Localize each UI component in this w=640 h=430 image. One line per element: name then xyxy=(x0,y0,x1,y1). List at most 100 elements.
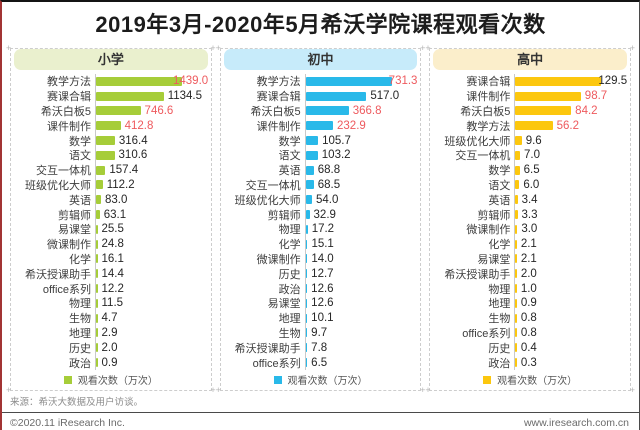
value-label: 24.8 xyxy=(101,238,124,251)
value-label: 7.8 xyxy=(311,341,328,354)
panel-header: 初中 xyxy=(223,49,418,70)
value-label: 14.4 xyxy=(101,267,124,280)
value-label: 17.2 xyxy=(311,223,335,236)
value-label: 68.5 xyxy=(317,178,341,191)
legend-swatch xyxy=(63,375,72,384)
legend: 观看次数（万次） xyxy=(223,372,419,388)
bar-row: office系列 6.5 xyxy=(223,355,419,370)
category-label: 剪辑师 xyxy=(58,209,91,222)
category-label: 易课堂 xyxy=(267,298,301,311)
bar-row: 希沃授课助手 2.0 xyxy=(432,266,628,282)
bar-row: 物理 17.2 xyxy=(223,221,419,237)
category-label: 交互一体机 xyxy=(455,150,511,163)
bar xyxy=(305,239,308,249)
value-label: 4.7 xyxy=(101,312,118,325)
bar xyxy=(96,358,98,368)
bar xyxy=(515,343,517,353)
value-label: 63.1 xyxy=(103,208,127,221)
value-label: 129.5 xyxy=(598,75,628,88)
bar-row: 赛课合辑 1134.5 xyxy=(13,88,209,104)
category-label: 物理 xyxy=(278,224,301,237)
value-label: 3.0 xyxy=(521,223,538,236)
bar xyxy=(515,239,517,249)
bar-area: 412.8 xyxy=(95,118,209,134)
bar xyxy=(305,254,308,264)
bar-row: 微课制作 3.0 xyxy=(432,221,628,237)
bar-area: 366.8 xyxy=(304,103,419,119)
bar-area: 129.5 xyxy=(514,74,628,89)
bar-row: 政治 0.3 xyxy=(432,355,628,370)
bar xyxy=(96,180,103,190)
category-label: 微课制作 xyxy=(256,253,301,266)
value-label: 54.0 xyxy=(316,193,339,206)
bar-area: 517.0 xyxy=(304,88,419,104)
value-label: 2.1 xyxy=(520,252,537,265)
bar-row: 生物 0.8 xyxy=(432,310,628,326)
category-label: 地理 xyxy=(488,298,511,311)
bar xyxy=(96,210,100,220)
category-label: 交互一体机 xyxy=(36,165,91,178)
category-label: 生物 xyxy=(278,327,301,340)
category-label: 生物 xyxy=(488,313,511,326)
category-label: 数学 xyxy=(278,135,301,148)
value-label: 6.5 xyxy=(523,164,540,177)
bar-area: 0.3 xyxy=(514,355,628,370)
category-label: 希沃授课助手 xyxy=(444,268,511,281)
bar-area: 4.7 xyxy=(95,310,209,326)
value-label: 83.0 xyxy=(104,193,128,206)
bar xyxy=(305,298,308,308)
bar-area: 11.5 xyxy=(95,295,209,311)
bar-area: 7.0 xyxy=(514,147,628,163)
category-label: office系列 xyxy=(252,357,301,370)
value-label: 3.3 xyxy=(521,208,538,221)
bar-row: 班级优化大师 54.0 xyxy=(223,192,419,208)
category-label: 课件制作 xyxy=(466,91,511,104)
bar-row: 希沃白板5 84.2 xyxy=(432,103,628,119)
bar xyxy=(96,150,115,160)
bar-area: 16.1 xyxy=(95,251,209,267)
bar xyxy=(96,254,98,264)
bar-area: 6.5 xyxy=(304,355,419,370)
bar xyxy=(96,224,98,234)
bar xyxy=(515,284,517,294)
bar xyxy=(305,165,314,175)
category-label: office系列 xyxy=(462,327,511,340)
bar xyxy=(515,298,517,308)
bar-row: 政治 12.6 xyxy=(223,281,419,296)
chart-panels: 小学 教学方法 1439.0 赛课合辑 1134.5 希沃白板5 746.6 课件制作 412… xyxy=(6,44,635,395)
bar-area: 25.5 xyxy=(95,221,209,237)
category-label: 交互一体机 xyxy=(245,179,301,192)
value-label: 1.0 xyxy=(520,282,537,295)
bar-area: 12.2 xyxy=(95,281,209,296)
category-label: 语文 xyxy=(488,179,511,192)
bar-row: 课件制作 232.9 xyxy=(223,118,419,134)
selection-handle: + xyxy=(425,384,431,395)
bar xyxy=(515,313,517,323)
bar-area: 14.4 xyxy=(95,266,209,282)
value-label: 316.4 xyxy=(118,134,148,147)
bar-row: 历史 2.0 xyxy=(13,340,209,356)
value-label: 0.3 xyxy=(520,356,537,369)
selection-handle: + xyxy=(425,43,431,53)
bar xyxy=(515,180,520,190)
footer-divider xyxy=(2,411,639,413)
bar xyxy=(305,269,308,279)
bar-area: 3.4 xyxy=(514,192,628,208)
selection-handle: + xyxy=(215,43,221,53)
category-label: 历史 xyxy=(278,268,301,281)
category-label: 易课堂 xyxy=(58,224,91,237)
bar xyxy=(96,121,121,131)
legend-swatch xyxy=(483,375,492,384)
category-label: office系列 xyxy=(42,283,91,296)
bar xyxy=(96,343,98,353)
bar-row: 教学方法 731.3 xyxy=(223,74,419,89)
selection-handle: + xyxy=(6,384,12,395)
bar-area: 232.9 xyxy=(304,118,419,134)
bar-row: 语文 103.2 xyxy=(223,147,419,163)
value-label: 103.2 xyxy=(321,149,351,162)
website-text: www.iresearch.com.cn xyxy=(523,416,629,429)
category-label: 班级优化大师 xyxy=(444,135,511,148)
selection-handle: + xyxy=(420,43,426,53)
footer-bar: ©2020.11 iResearch Inc. www.iresearch.co… xyxy=(2,413,639,429)
